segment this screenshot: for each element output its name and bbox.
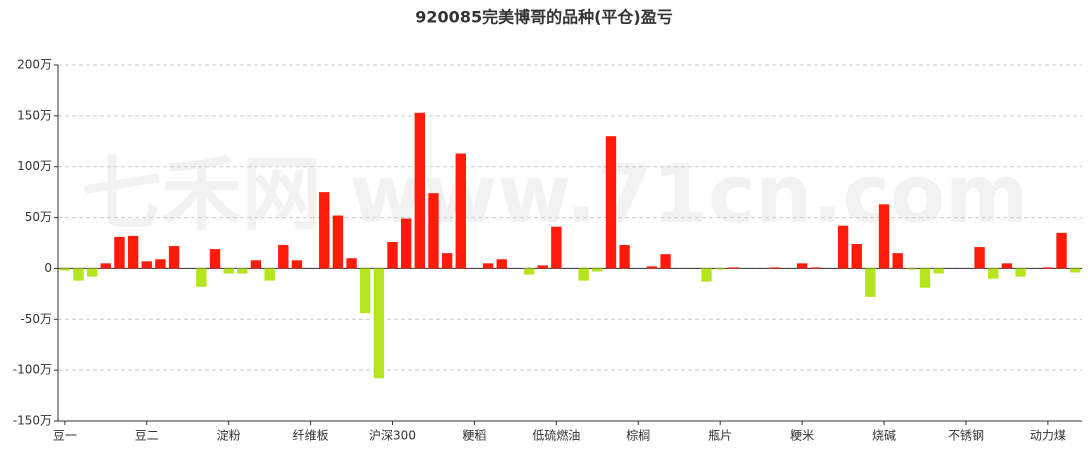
bar bbox=[892, 253, 903, 269]
y-tick-label: -100万 bbox=[13, 363, 52, 377]
bar bbox=[714, 268, 726, 270]
bar bbox=[933, 268, 944, 274]
x-tick-label: 低硫燃油 bbox=[532, 428, 580, 443]
x-tick-label: 粳稻 bbox=[462, 429, 486, 443]
y-tick-label: -150万 bbox=[13, 414, 52, 428]
bar bbox=[619, 245, 630, 269]
bar bbox=[605, 136, 617, 269]
bar bbox=[810, 267, 821, 269]
y-tick-label: 50万 bbox=[25, 210, 52, 224]
bar bbox=[551, 226, 562, 269]
bar bbox=[523, 268, 535, 275]
x-tick-label: 豆一 bbox=[53, 429, 77, 443]
bar bbox=[769, 267, 780, 269]
x-tick-label: 棕榈 bbox=[626, 428, 650, 443]
bar bbox=[1001, 263, 1013, 269]
bar bbox=[646, 266, 658, 269]
bar bbox=[223, 268, 234, 274]
bar bbox=[250, 260, 262, 269]
bar bbox=[865, 268, 876, 297]
bar bbox=[400, 218, 412, 269]
bar bbox=[796, 263, 808, 269]
bar bbox=[237, 268, 248, 274]
bar bbox=[278, 245, 289, 269]
bar bbox=[988, 268, 999, 279]
x-tick-label: 烧碱 bbox=[872, 429, 896, 443]
bar bbox=[455, 153, 466, 269]
bar bbox=[59, 268, 71, 271]
bar bbox=[319, 192, 330, 269]
bar bbox=[360, 268, 371, 314]
bar bbox=[1042, 267, 1054, 269]
bar bbox=[837, 225, 849, 269]
bar bbox=[1015, 268, 1026, 277]
bar bbox=[291, 260, 303, 269]
y-tick-label: 100万 bbox=[17, 159, 52, 173]
chart-title: 920085完美博哥的品种(平仓)盈亏 bbox=[415, 8, 672, 27]
bar bbox=[441, 253, 453, 269]
x-tick-label: 动力煤 bbox=[1030, 429, 1066, 443]
bar bbox=[496, 259, 507, 269]
bar bbox=[592, 268, 603, 272]
bar bbox=[114, 236, 125, 269]
bar bbox=[73, 268, 84, 281]
bar bbox=[346, 258, 357, 269]
x-tick-label: 粳米 bbox=[790, 429, 814, 443]
x-tick-label: 不锈钢 bbox=[948, 429, 984, 443]
bar bbox=[701, 268, 712, 282]
x-tick-label: 淀粉 bbox=[217, 429, 241, 443]
bar bbox=[373, 268, 385, 379]
y-tick-label: -50万 bbox=[20, 312, 52, 326]
y-tick-label: 150万 bbox=[17, 108, 52, 122]
watermark: 七禾网 www.71cn.com bbox=[82, 148, 1029, 241]
x-tick-label: 纤维板 bbox=[293, 429, 329, 443]
bar bbox=[387, 241, 398, 269]
bar bbox=[578, 268, 589, 281]
x-tick-label: 沪深300 bbox=[369, 429, 416, 443]
bar bbox=[155, 259, 166, 269]
bar bbox=[919, 268, 931, 288]
y-tick-label: 200万 bbox=[17, 58, 52, 72]
bar bbox=[168, 246, 180, 269]
bar bbox=[878, 204, 890, 269]
bar bbox=[141, 261, 152, 269]
bar bbox=[728, 267, 740, 269]
bar bbox=[100, 263, 111, 269]
bar bbox=[851, 244, 862, 269]
bar bbox=[482, 263, 494, 269]
y-tick-label: 0 bbox=[44, 261, 52, 275]
bar bbox=[906, 268, 917, 270]
bar bbox=[209, 249, 221, 269]
bar bbox=[86, 268, 98, 277]
bar bbox=[1056, 232, 1067, 269]
bar bbox=[974, 247, 985, 269]
bar bbox=[196, 268, 207, 287]
bar bbox=[660, 254, 671, 269]
bar bbox=[428, 193, 439, 269]
bar bbox=[1069, 268, 1081, 273]
bar bbox=[264, 268, 275, 281]
bar bbox=[414, 112, 426, 269]
bar bbox=[332, 215, 344, 269]
bar bbox=[537, 265, 548, 269]
bar bbox=[127, 235, 139, 269]
x-tick-label: 豆二 bbox=[135, 429, 159, 443]
x-tick-label: 瓶片 bbox=[708, 429, 732, 443]
